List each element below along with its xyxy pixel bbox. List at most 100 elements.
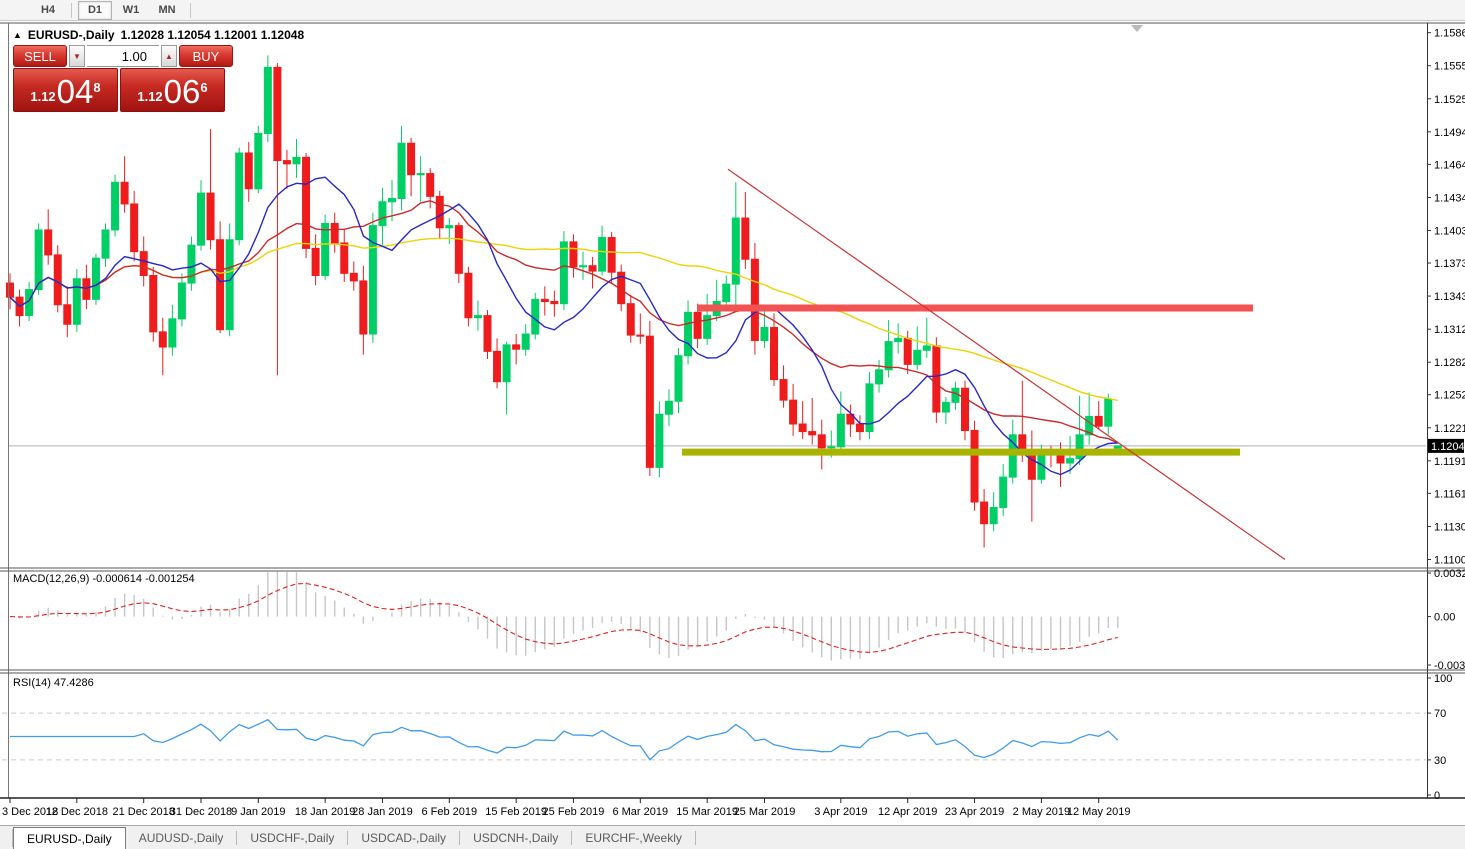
svg-text:-0.003654: -0.003654 [1434, 660, 1465, 672]
svg-text:1.14945: 1.14945 [1434, 127, 1465, 139]
tab-separator [571, 831, 573, 845]
svg-text:1.11610: 1.11610 [1434, 488, 1465, 500]
tab-separator [694, 831, 696, 845]
svg-text:1.11910: 1.11910 [1434, 456, 1465, 468]
svg-text:1.13430: 1.13430 [1434, 291, 1465, 303]
svg-text:30: 30 [1434, 755, 1446, 767]
macd-pane [9, 571, 1119, 661]
tab-eurchf-weekly[interactable]: EURCHF-,Weekly [585, 831, 682, 845]
timeframe-button-w1[interactable]: W1 [122, 3, 140, 16]
macd-signal-line [9, 582, 1118, 653]
tab-bar-spacer [0, 829, 13, 847]
svg-text:15 Mar 2019: 15 Mar 2019 [676, 806, 738, 818]
svg-text:15 Feb 2019: 15 Feb 2019 [485, 806, 547, 818]
chart-window: 1.15860 1.15555 1.15250 1.14945 1.14645 1.143… [0, 21, 1465, 825]
svg-text:3 Dec 2018: 3 Dec 2018 [2, 806, 58, 818]
svg-text:12 Dec 2018: 12 Dec 2018 [46, 806, 108, 818]
svg-text:6 Feb 2019: 6 Feb 2019 [421, 806, 477, 818]
svg-text:2 May 2019: 2 May 2019 [1013, 806, 1070, 818]
svg-text:1.12520: 1.12520 [1434, 390, 1465, 402]
current-price-badge [1428, 438, 1464, 453]
timeframe-button-mn[interactable]: MN [158, 3, 176, 16]
svg-text:3 Apr 2019: 3 Apr 2019 [814, 806, 867, 818]
tab-usdcad-daily[interactable]: USDCAD-,Daily [361, 831, 447, 845]
svg-text:1.11000: 1.11000 [1434, 554, 1465, 566]
volume-input[interactable] [87, 45, 159, 67]
bid-price-main: 04 [56, 73, 94, 110]
svg-text:12 Apr 2019: 12 Apr 2019 [878, 806, 937, 818]
svg-text:1.14645: 1.14645 [1434, 159, 1465, 171]
svg-text:9 Jan 2019: 9 Jan 2019 [231, 806, 285, 818]
tab-separator [236, 831, 238, 845]
svg-text:1.12820: 1.12820 [1434, 357, 1465, 369]
svg-text:1.11305: 1.11305 [1434, 521, 1465, 533]
timeframe-toolbar: H4 D1 W1 MN [0, 0, 1465, 21]
timeframe-button-h4[interactable]: H4 [40, 3, 56, 16]
one-click-trading-panel: SELL ▼ ▲ BUY 1.12 04 8 1.12 06 6 [13, 45, 233, 112]
rsi-indicator-label: RSI(14) 47.4286 [13, 677, 94, 689]
chart-title: ▲ EURUSD-,Daily 1.12028 1.12054 1.12001 … [13, 28, 304, 42]
svg-text:12 May 2019: 12 May 2019 [1067, 806, 1131, 818]
svg-text:28 Jan 2019: 28 Jan 2019 [352, 806, 413, 818]
price-chart-svg[interactable]: 1.15860 1.15555 1.15250 1.14945 1.14645 1.143… [0, 21, 1465, 825]
svg-text:1.13735: 1.13735 [1434, 258, 1465, 270]
timeframe-button-d1[interactable]: D1 [78, 0, 112, 20]
chart-ohlc-values: 1.12028 1.12054 1.12001 1.12048 [120, 28, 305, 42]
tab-audusd-daily[interactable]: AUDUSD-,Daily [138, 831, 224, 845]
rsi-pane [2, 712, 1426, 761]
svg-text:31 Dec 2018: 31 Dec 2018 [170, 806, 232, 818]
price-scale: 1.15860 1.15555 1.15250 1.14945 1.14645 1.143… [1427, 28, 1465, 802]
volume-decrease-button[interactable]: ▼ [69, 45, 85, 67]
toolbar-separator [190, 2, 191, 18]
moving-average-10 [9, 176, 1118, 476]
svg-text:100: 100 [1434, 673, 1452, 685]
chart-tab-bar: EURUSD-,Daily AUDUSD-,Daily USDCHF-,Dail… [0, 825, 1465, 849]
chart-background [0, 21, 1465, 825]
svg-text:21 Dec 2018: 21 Dec 2018 [113, 806, 175, 818]
svg-text:1.14340: 1.14340 [1434, 192, 1465, 204]
svg-text:0.00: 0.00 [1434, 612, 1455, 624]
volume-increase-button[interactable]: ▲ [161, 45, 177, 67]
scroll-end-marker [1131, 25, 1143, 32]
bid-price-prefix: 1.12 [30, 89, 56, 104]
svg-text:25 Mar 2019: 25 Mar 2019 [734, 806, 796, 818]
svg-text:1.12215: 1.12215 [1434, 423, 1465, 435]
sell-button[interactable]: SELL [13, 45, 67, 67]
tab-usdchf-daily[interactable]: USDCHF-,Daily [250, 831, 335, 845]
tab-usdcnh-daily[interactable]: USDCNH-,Daily [473, 831, 559, 845]
svg-text:23 Apr 2019: 23 Apr 2019 [945, 806, 1004, 818]
main-pane [6, 55, 1426, 560]
candles [6, 55, 1122, 548]
svg-text:0: 0 [1434, 790, 1440, 802]
svg-text:1.15860: 1.15860 [1434, 28, 1465, 40]
svg-text:0.003287: 0.003287 [1434, 568, 1465, 580]
ask-price-pip: 6 [200, 80, 208, 95]
collapse-panel-icon[interactable]: ▲ [13, 30, 22, 40]
tab-eurusd-daily[interactable]: EURUSD-,Daily [13, 827, 126, 849]
svg-text:70: 70 [1434, 708, 1446, 720]
svg-text:25 Feb 2019: 25 Feb 2019 [543, 806, 605, 818]
ask-price-prefix: 1.12 [137, 89, 163, 104]
svg-text:1.15250: 1.15250 [1434, 94, 1465, 106]
svg-text:18 Jan 2019: 18 Jan 2019 [295, 806, 356, 818]
bid-price-box[interactable]: 1.12 04 8 [13, 68, 118, 112]
toolbar-separator [71, 2, 72, 18]
moving-average-21 [9, 200, 1119, 444]
svg-text:1.12048: 1.12048 [1431, 441, 1465, 453]
ask-price-main: 06 [163, 73, 201, 110]
ask-price-box[interactable]: 1.12 06 6 [120, 68, 225, 112]
buy-button[interactable]: BUY [179, 45, 233, 67]
pane-borders [0, 22, 1465, 799]
rsi-line [10, 718, 1119, 761]
svg-text:1.14035: 1.14035 [1434, 226, 1465, 238]
macd-indicator-label: MACD(12,26,9) -0.000614 -0.001254 [13, 573, 195, 585]
svg-text:6 Mar 2019: 6 Mar 2019 [612, 806, 668, 818]
descending-trendline [727, 168, 1286, 560]
tab-separator [459, 831, 461, 845]
tab-separator [347, 831, 349, 845]
bid-price-pip: 8 [93, 80, 101, 95]
svg-text:1.15555: 1.15555 [1434, 61, 1465, 73]
svg-text:1.13125: 1.13125 [1434, 324, 1465, 336]
